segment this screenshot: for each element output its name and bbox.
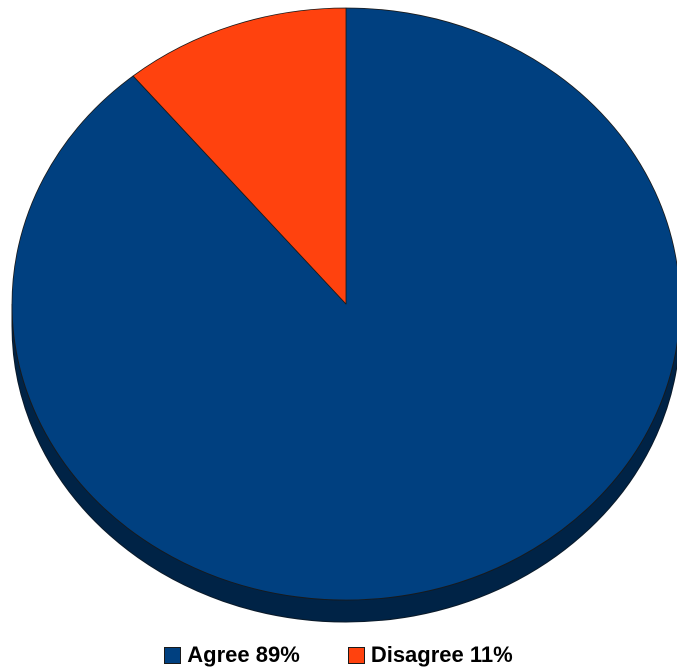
legend-swatch-disagree [347, 646, 365, 664]
pie-slice-agree [11, 7, 677, 601]
pie-top [11, 7, 677, 601]
legend-item-agree: Agree 89% [164, 642, 300, 668]
legend-item-disagree: Disagree 11% [347, 642, 513, 668]
legend-label-disagree: Disagree 11% [370, 642, 513, 667]
legend-swatch-agree [164, 646, 182, 664]
chart-legend: Agree 89% Disagree 11% [0, 642, 677, 668]
pie-slice-disagree [132, 7, 347, 305]
legend-label-agree: Agree 89% [187, 642, 300, 667]
